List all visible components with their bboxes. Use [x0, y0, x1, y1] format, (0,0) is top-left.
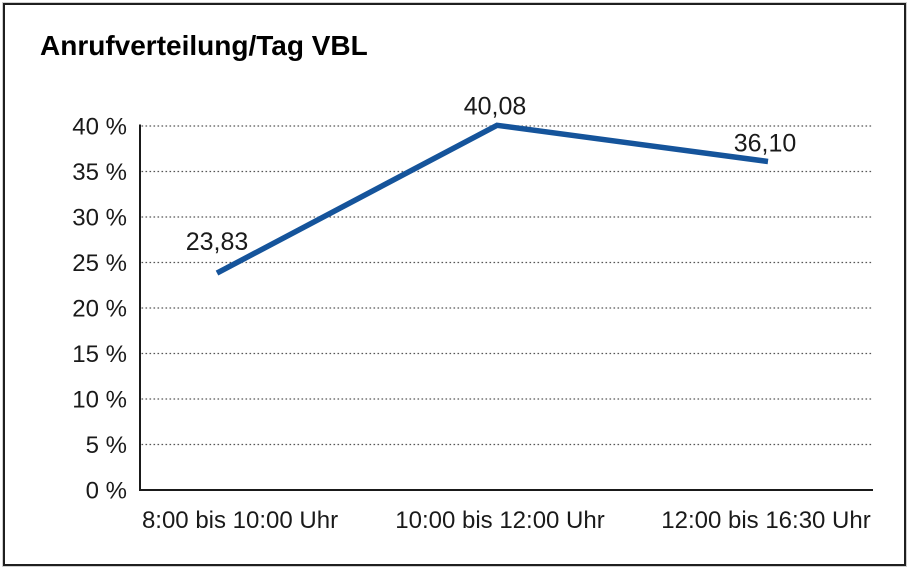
y-axis-tick-label: 15 % [72, 341, 127, 368]
y-axis-tick-label: 35 % [72, 159, 127, 186]
y-axis-tick-label: 10 % [72, 387, 127, 414]
data-point-label: 36,10 [734, 129, 797, 157]
data-point-label: 23,83 [186, 228, 249, 256]
x-axis-category-label: 8:00 bis 10:00 Uhr [142, 507, 338, 534]
y-axis-tick-label: 40 % [72, 114, 127, 141]
data-point-label: 40,08 [464, 92, 527, 120]
y-axis-tick-label: 20 % [72, 296, 127, 323]
chart-title: Anrufverteilung/Tag VBL [40, 30, 368, 61]
chart-frame [2, 2, 907, 567]
y-axis-tick-label: 25 % [72, 250, 127, 277]
y-axis-tick-label: 5 % [86, 432, 127, 459]
series-line [215, 122, 769, 276]
x-axis-category-label: 12:00 bis 16:30 Uhr [661, 507, 870, 534]
y-axis-tick-label: 0 % [86, 478, 127, 505]
y-axis-tick-label: 30 % [72, 205, 127, 232]
x-axis-category-label: 10:00 bis 12:00 Uhr [395, 507, 604, 534]
